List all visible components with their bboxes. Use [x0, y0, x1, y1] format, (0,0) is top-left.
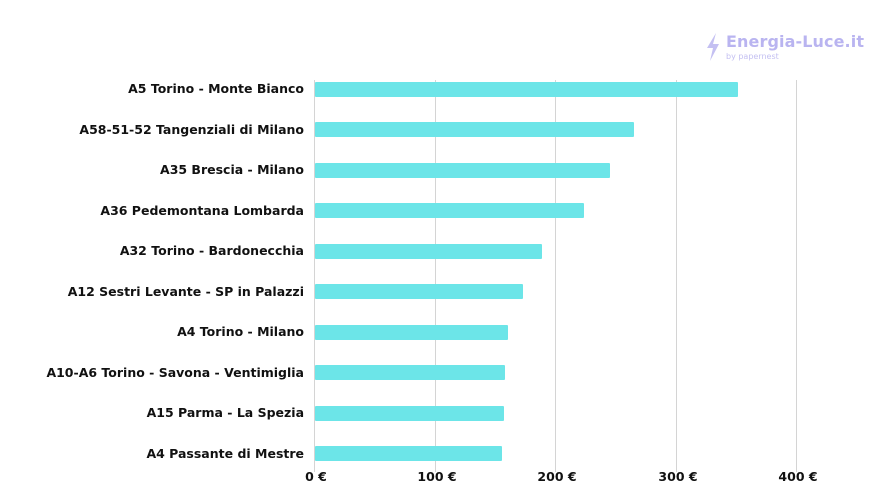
- x-tick-label: 200 €: [537, 469, 577, 484]
- bar: [315, 203, 584, 218]
- category-label: A5 Torino - Monte Bianco: [128, 81, 304, 96]
- category-label: A12 Sestri Levante - SP in Palazzi: [67, 284, 304, 299]
- gridline: [676, 80, 677, 472]
- bar: [315, 122, 634, 137]
- bar: [315, 284, 523, 299]
- logo-title: Energia-Luce.it: [726, 32, 865, 51]
- bar: [315, 244, 542, 259]
- bar: [315, 406, 504, 421]
- bar: [315, 325, 508, 340]
- lightning-bolt-icon: [707, 33, 719, 61]
- x-tick-label: 0 €: [305, 469, 327, 484]
- category-label: A4 Passante di Mestre: [146, 446, 304, 461]
- category-label: A36 Pedemontana Lombarda: [100, 203, 304, 218]
- gridline: [555, 80, 556, 472]
- logo-subtitle: by papernest: [726, 52, 779, 61]
- bar: [315, 365, 505, 380]
- category-label: A32 Torino - Bardonecchia: [119, 243, 304, 258]
- brand-logo: Energia-Luce.it by papernest: [704, 32, 864, 62]
- category-label: A35 Brescia - Milano: [160, 162, 304, 177]
- gridline: [435, 80, 436, 472]
- x-tick-label: 400 €: [778, 469, 818, 484]
- category-label: A58-51-52 Tangenziali di Milano: [79, 122, 304, 137]
- bar: [315, 446, 502, 461]
- category-label: A15 Parma - La Spezia: [146, 405, 304, 420]
- category-label: A4 Torino - Milano: [177, 324, 304, 339]
- category-label: A10-A6 Torino - Savona - Ventimiglia: [46, 365, 304, 380]
- x-tick-label: 300 €: [658, 469, 698, 484]
- x-tick-label: 100 €: [417, 469, 457, 484]
- y-axis-line: [314, 80, 315, 472]
- bar: [315, 82, 738, 97]
- gridline: [796, 80, 797, 472]
- bar: [315, 163, 610, 178]
